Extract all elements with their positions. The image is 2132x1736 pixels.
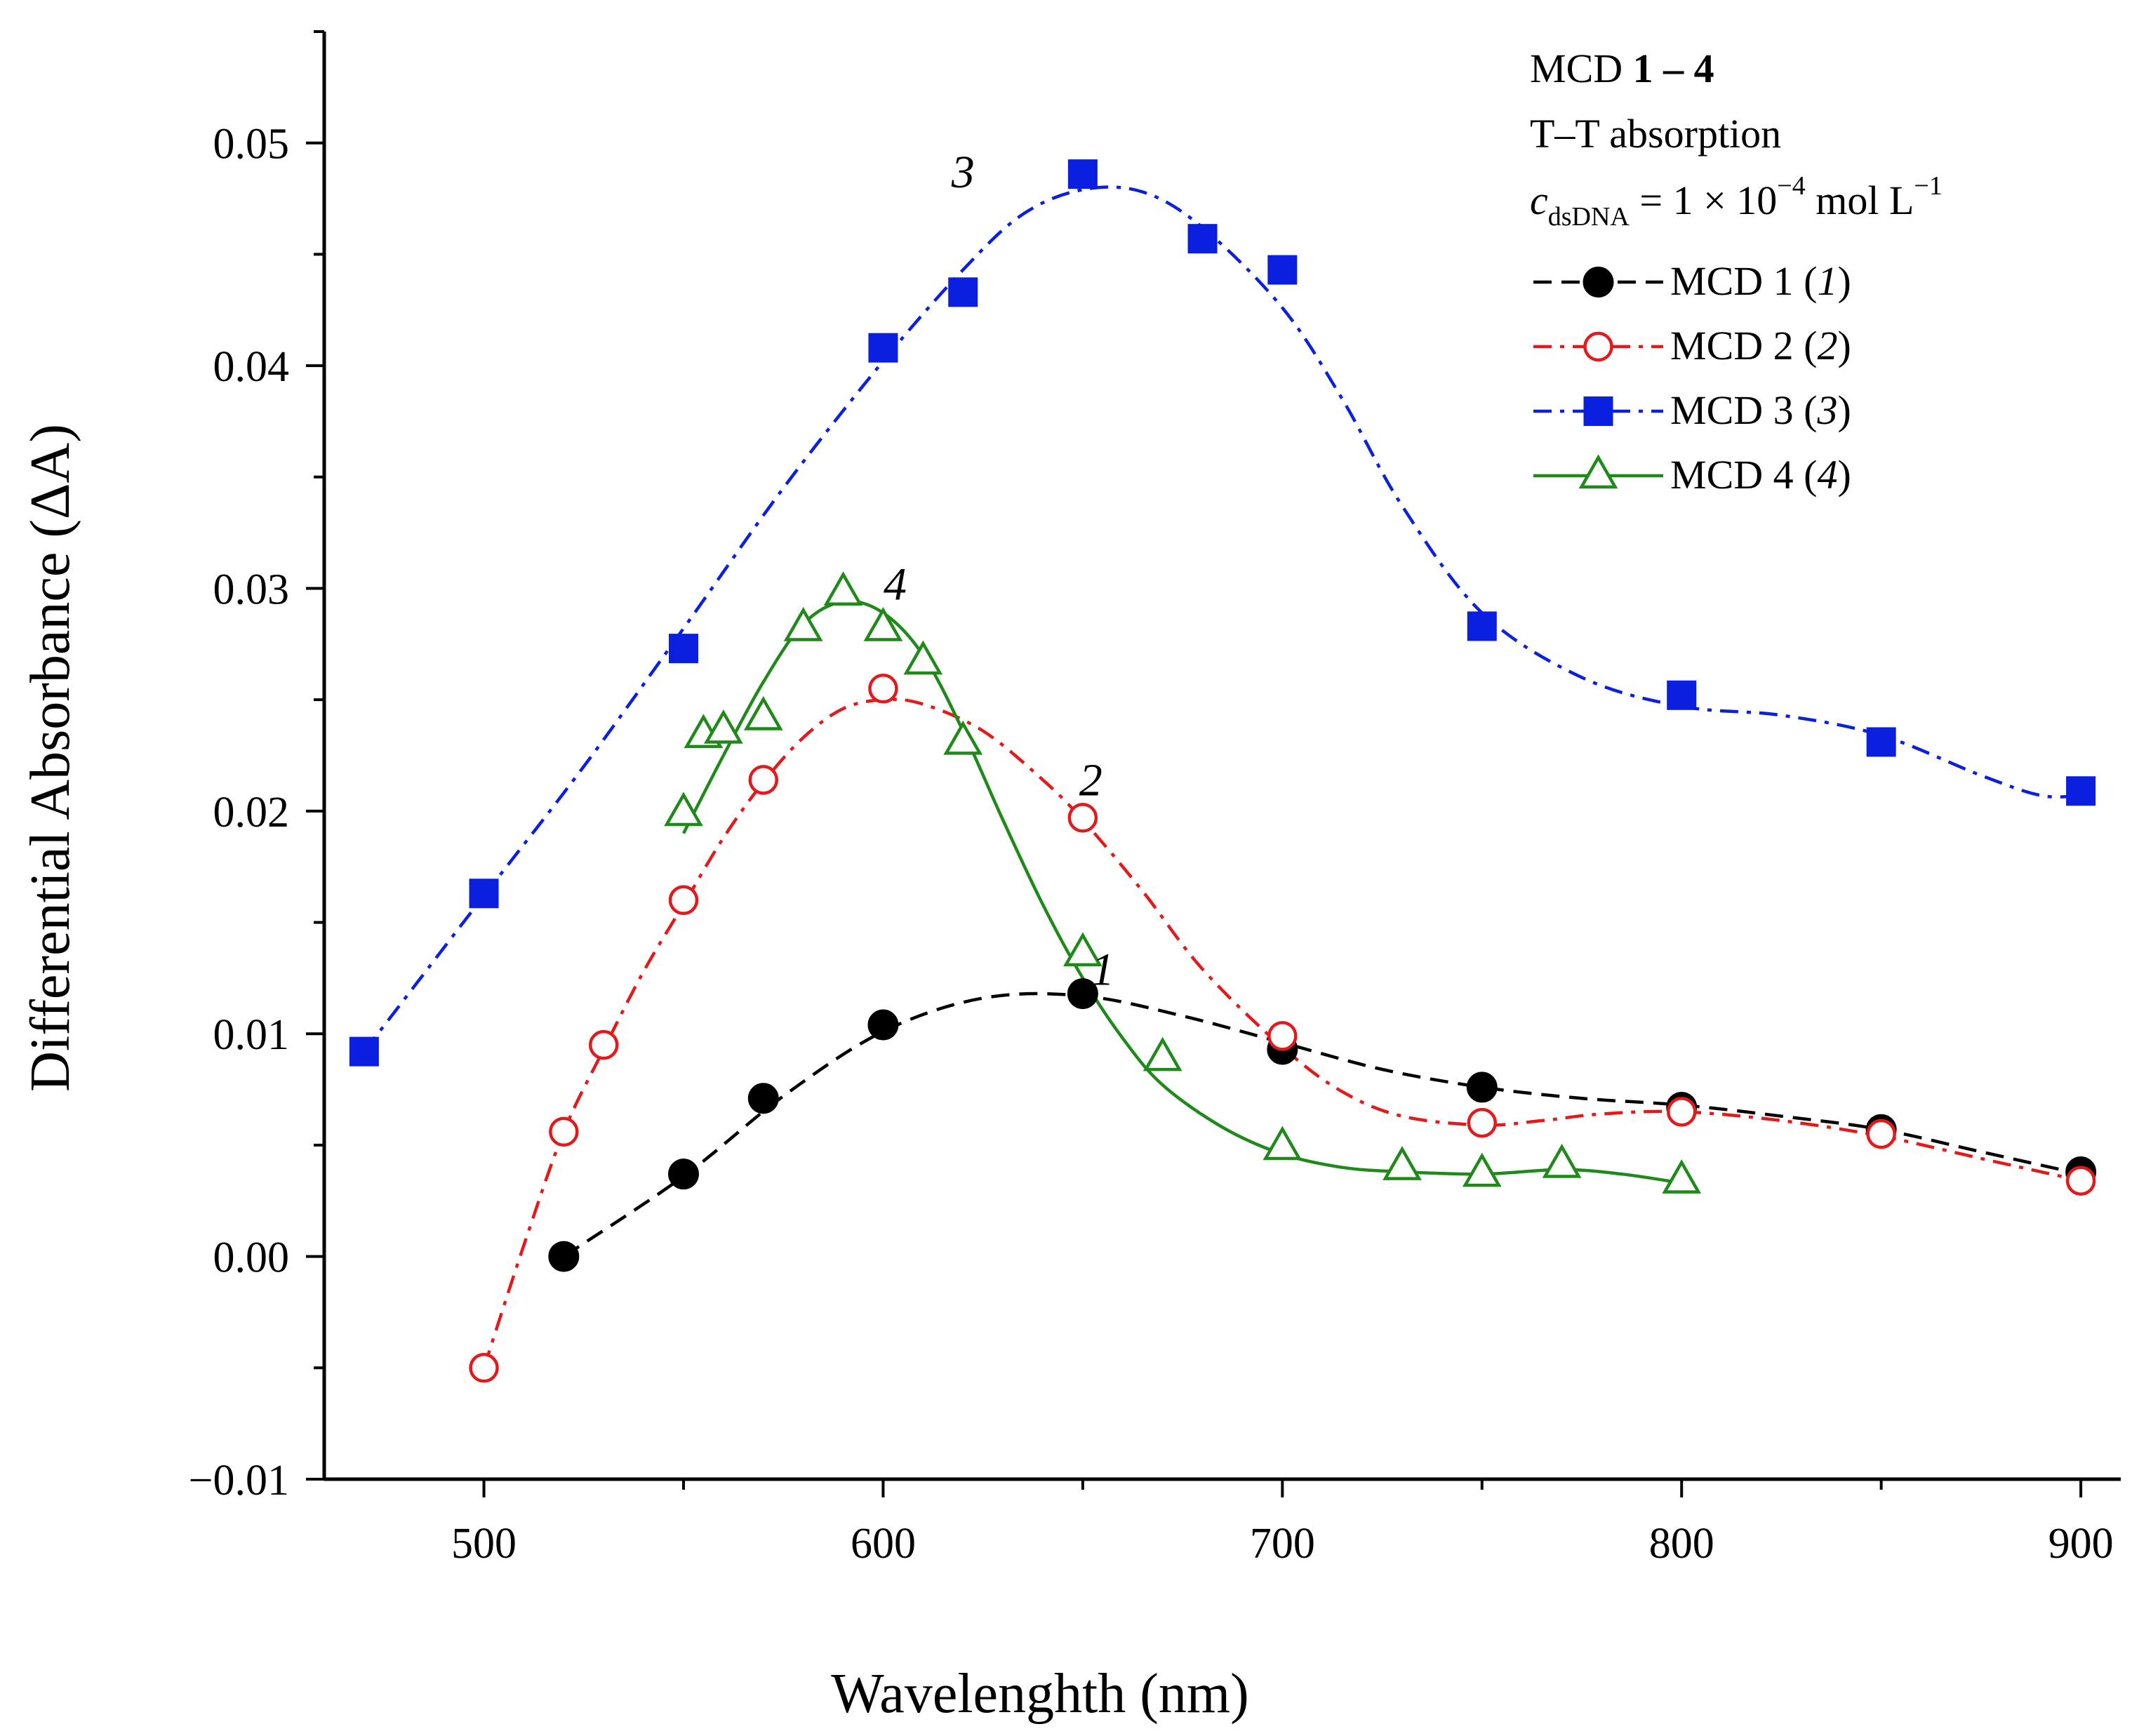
mcd-4-point bbox=[664, 792, 703, 827]
mcd-1-point bbox=[1067, 978, 1098, 1010]
mcd-4-point bbox=[1383, 1146, 1422, 1180]
legend-entries: MCD 1 (1) MCD 2 (2) MCD 3 (3) MCD 4 (4) bbox=[1533, 258, 1851, 498]
legend-entry-mcd-3: MCD 3 (3) bbox=[1533, 387, 1851, 433]
mcd-2-point bbox=[868, 674, 898, 704]
legend-entry-mcd-1: MCD 1 (1) bbox=[1533, 258, 1851, 304]
legend-c-unit: mol L bbox=[1806, 178, 1914, 223]
x-tick-label: 900 bbox=[2048, 1520, 2114, 1568]
mcd-3-point bbox=[1267, 255, 1298, 285]
legend-swatch-marker bbox=[1583, 331, 1613, 362]
mcd-2-point bbox=[2065, 1166, 2096, 1196]
mcd-2-point bbox=[1267, 1021, 1298, 1051]
mcd-4-point bbox=[704, 709, 743, 744]
y-tick-label: 0.05 bbox=[213, 121, 290, 168]
legend-header-line2: T–T absorption bbox=[1530, 111, 1781, 156]
mcd-2-point bbox=[1067, 803, 1098, 833]
mcd-1-curve-label: 1 bbox=[1091, 944, 1114, 995]
legend-c-symbol: c bbox=[1530, 178, 1548, 223]
mcd-1-point bbox=[1466, 1071, 1498, 1103]
mcd-4-point bbox=[1462, 1152, 1502, 1187]
mcd-2-point bbox=[1866, 1119, 1896, 1149]
mcd-2-point bbox=[1467, 1107, 1498, 1138]
mcd-3-point bbox=[1187, 224, 1218, 254]
legend: MCD 1 – 4 T–T absorption cdsDNA = 1 × 10… bbox=[1530, 46, 1943, 498]
mcd-2-point bbox=[549, 1116, 579, 1147]
curve-labels: 1 2 3 4 bbox=[884, 147, 1114, 995]
mcd-1-point bbox=[747, 1083, 779, 1114]
mcd-3-curve bbox=[363, 185, 2081, 1053]
mcd-3-point bbox=[1667, 680, 1697, 710]
markers bbox=[349, 159, 2097, 1383]
mcd-4-curve bbox=[681, 599, 1682, 1185]
mcd-1-curve bbox=[563, 991, 2081, 1258]
mcd-4-point bbox=[1063, 932, 1102, 967]
y-tick-label: 0.00 bbox=[213, 1234, 290, 1282]
legend-c-exp: −4 bbox=[1777, 171, 1805, 201]
mcd-1-point bbox=[867, 1009, 899, 1041]
mcd-4-point bbox=[823, 571, 863, 606]
mcd-4-point bbox=[1542, 1143, 1582, 1178]
y-tick-label: 0.01 bbox=[213, 1011, 290, 1059]
mcd-4-point bbox=[943, 720, 983, 755]
mcd-1-point bbox=[668, 1159, 699, 1190]
y-tick-label: 0.03 bbox=[213, 566, 290, 613]
legend-entry-mcd-2: MCD 2 (2) bbox=[1533, 323, 1851, 368]
y-tick-label: 0.04 bbox=[213, 343, 290, 391]
mcd-4-curve-label: 4 bbox=[884, 559, 907, 610]
legend-c-mid: = 1 × 10 bbox=[1630, 178, 1777, 223]
mcd-2-point bbox=[588, 1029, 619, 1060]
y-ticks: −0.01 0.00 0.01 0.02 0.03 0.04 0.05 bbox=[189, 30, 324, 1504]
mcd-3-point bbox=[469, 879, 499, 909]
legend-c-unit-exp: −1 bbox=[1914, 171, 1942, 201]
mcd-2-point bbox=[469, 1353, 499, 1383]
legend-label: MCD 2 (2) bbox=[1670, 323, 1851, 368]
mcd-2-point bbox=[1666, 1097, 1697, 1127]
legend-swatch-marker bbox=[1583, 396, 1613, 426]
legend-label: MCD 1 (1) bbox=[1670, 258, 1851, 304]
mcd-3-point bbox=[349, 1036, 379, 1067]
x-ticks: 500 600 700 800 900 bbox=[451, 1479, 2114, 1568]
legend-label: MCD 4 (4) bbox=[1670, 452, 1851, 498]
mcd-3-point bbox=[1067, 159, 1098, 189]
mcd-4-point bbox=[903, 640, 943, 675]
legend-header-line1: MCD 1 – 4 bbox=[1530, 46, 1714, 91]
x-tick-label: 800 bbox=[1649, 1520, 1714, 1568]
legend-swatch-marker bbox=[1583, 267, 1614, 298]
mcd-3-point bbox=[2066, 776, 2096, 806]
legend-c-subscript: dsDNA bbox=[1548, 202, 1630, 232]
mcd-3-point bbox=[1467, 611, 1497, 641]
legend-header-prefix: MCD bbox=[1530, 46, 1633, 91]
mcd-3-point bbox=[669, 634, 698, 664]
mcd-4-point bbox=[743, 695, 783, 730]
mcd-2-point bbox=[748, 765, 779, 795]
y-tick-label: −0.01 bbox=[189, 1457, 289, 1504]
legend-label: MCD 3 (3) bbox=[1670, 387, 1851, 433]
x-axis-title: Wavelenghth (nm) bbox=[831, 1663, 1249, 1725]
legend-header-line3: cdsDNA = 1 × 10−4 mol L−1 bbox=[1530, 171, 1943, 232]
x-tick-label: 500 bbox=[451, 1520, 517, 1568]
x-tick-label: 700 bbox=[1250, 1520, 1315, 1568]
mcd-3-point bbox=[868, 333, 898, 363]
mcd-4-point bbox=[783, 607, 823, 641]
mcd-4-point bbox=[1662, 1159, 1702, 1194]
mcd-4-point bbox=[863, 607, 903, 641]
mcd-3-point bbox=[1866, 727, 1896, 757]
mcd-1-point bbox=[548, 1241, 580, 1272]
legend-header-bold: 1 – 4 bbox=[1633, 46, 1714, 91]
mcd-2-curve-label: 2 bbox=[1079, 755, 1102, 806]
y-axis-title: Differential Absorbance (ΔA) bbox=[20, 424, 81, 1092]
mcd-2-point bbox=[668, 885, 699, 916]
y-tick-label: 0.02 bbox=[213, 789, 290, 836]
legend-swatch-marker bbox=[1578, 454, 1618, 489]
x-tick-label: 600 bbox=[851, 1520, 916, 1568]
mcd-3-curve-label: 3 bbox=[951, 147, 975, 198]
mcd-3-point bbox=[948, 277, 978, 307]
mcd-4-point bbox=[1142, 1036, 1182, 1071]
legend-entry-mcd-4: MCD 4 (4) bbox=[1533, 452, 1851, 498]
axes bbox=[322, 32, 2121, 1481]
mcd-4-point bbox=[1262, 1126, 1302, 1161]
